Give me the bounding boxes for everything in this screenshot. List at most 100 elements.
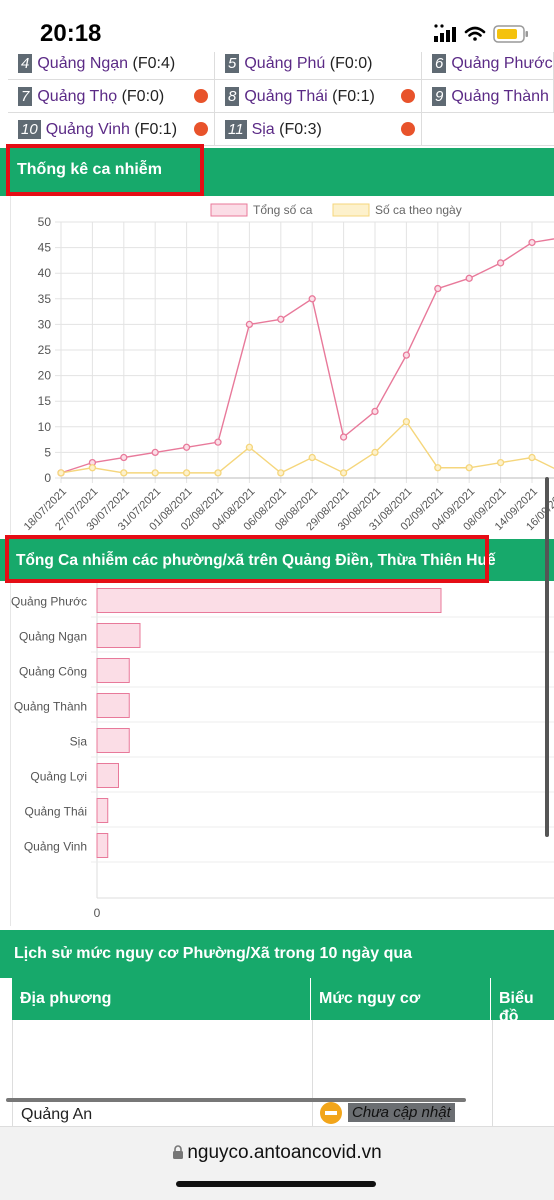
legend-label: Số ca theo ngày	[375, 203, 462, 217]
y-tick-label: 30	[38, 317, 52, 331]
ward-cell	[422, 113, 554, 146]
bar-category-label: Quảng Thái	[25, 805, 88, 819]
bar	[96, 623, 141, 648]
ward-cell[interactable]: 4 Quảng Ngạn (F0:4)	[8, 52, 215, 80]
ward-cell[interactable]: 10 Quảng Vinh (F0:1)	[8, 113, 215, 146]
address-bar[interactable]: nguyco.antoancovid.vn	[0, 1142, 554, 1164]
ward-code: (F0:4)	[132, 55, 176, 72]
data-point	[371, 448, 379, 457]
data-point	[339, 469, 348, 477]
ward-name-link[interactable]: Sịa	[251, 121, 275, 138]
data-point	[277, 315, 285, 323]
ward-cell[interactable]: 6 Quảng Phước	[422, 52, 554, 80]
y-tick-label: 45	[38, 241, 52, 255]
data-point	[496, 458, 505, 467]
ward-number: 5	[225, 54, 240, 73]
data-point	[434, 464, 442, 472]
bar-category-label: Quảng Vinh	[24, 840, 87, 854]
column-header-risk[interactable]: Mức nguy cơ	[311, 978, 491, 1020]
ward-row: 7 Quảng Thọ (F0:0) 8 Quảng Thái (F0:1) 9 Qu…	[8, 80, 554, 113]
bar	[96, 728, 130, 753]
legend-label: Tổng số ca	[253, 203, 313, 217]
data-point	[120, 469, 128, 477]
ward-number: 11	[225, 120, 247, 139]
minus-circle-icon	[320, 1102, 342, 1124]
bar-chart: Quảng Phước Quảng Ngạn Quảng Công Quảng Thà…	[11, 583, 554, 920]
data-point	[214, 438, 222, 446]
ward-row: 10 Quảng Vinh (F0:1) 11 Sịa (F0:3)	[8, 113, 554, 146]
bar	[96, 763, 119, 788]
ward-name-link[interactable]: Quảng Thọ	[37, 88, 118, 105]
x-tick-label: 0	[94, 906, 101, 920]
horizontal-scrollbar[interactable]	[6, 1098, 466, 1102]
ward-code: (F0:0)	[121, 88, 165, 105]
vertical-scrollbar[interactable]	[545, 477, 549, 837]
column-header-chart[interactable]: Biểu đồ	[499, 990, 534, 1025]
data-point	[308, 295, 316, 303]
ward-cell[interactable]: 11 Sịa (F0:3)	[215, 113, 422, 146]
section-title: Thống kê ca nhiễm	[17, 161, 162, 178]
bar-category-label: Quảng Ngạn	[19, 630, 87, 644]
legend-swatch	[332, 203, 370, 217]
bar-category-label: Quảng Thành	[14, 700, 87, 714]
y-tick-label: 50	[38, 215, 52, 229]
ward-number: 7	[18, 87, 33, 106]
ward-number: 8	[225, 87, 240, 106]
ward-code: (F0:1)	[134, 121, 178, 138]
y-tick-label: 10	[38, 420, 52, 434]
home-indicator[interactable]	[176, 1181, 376, 1187]
y-tick-label: 0	[44, 471, 51, 485]
ward-code: (F0:3)	[279, 121, 322, 138]
ward-number: 4	[18, 54, 33, 73]
ward-code: (F0:1)	[332, 88, 375, 105]
data-point	[496, 259, 505, 267]
bar	[96, 693, 130, 718]
ward-cell[interactable]: 7 Quảng Thọ (F0:0)	[8, 80, 215, 113]
bar	[96, 588, 442, 613]
data-point	[182, 443, 191, 451]
data-point	[57, 469, 65, 477]
data-point	[528, 238, 536, 247]
column-divider	[312, 1020, 313, 1126]
y-tick-label: 15	[38, 394, 52, 408]
ward-name-link[interactable]: Quảng Vinh	[45, 121, 130, 138]
bar	[96, 658, 130, 683]
data-point	[182, 469, 191, 477]
status-icons	[434, 24, 528, 43]
data-point	[402, 351, 411, 359]
lock-icon	[173, 1145, 184, 1159]
bar-chart-area: Quảng Phước Quảng Ngạn Quảng Công Quảng Thà…	[10, 583, 554, 926]
status-bar: 20:18	[0, 0, 554, 52]
data-point	[151, 469, 159, 477]
history-table-header: Địa phương Mức nguy cơ Biểu đồ	[12, 978, 554, 1025]
line-chart: 0510152025303540455018/07/202127/07/2021…	[22, 203, 554, 533]
data-point	[528, 453, 536, 462]
data-point	[120, 453, 128, 462]
column-header-place[interactable]: Địa phương	[12, 978, 311, 1020]
series-line	[60, 420, 554, 474]
wifi-icon	[464, 26, 486, 41]
data-point	[151, 448, 159, 457]
battery-icon	[493, 25, 528, 43]
column-divider	[492, 1020, 493, 1126]
chart-legend: Tổng số ca Số ca theo ngày	[210, 203, 462, 217]
section-title: Tổng Ca nhiễm các phường/xã trên Quảng Đ…	[16, 552, 496, 569]
data-point	[245, 320, 254, 329]
status-time: 20:18	[40, 20, 102, 47]
ward-cell[interactable]: 5 Quảng Phú (F0:0)	[215, 52, 422, 80]
ward-name-link[interactable]: Quảng Thái	[244, 88, 328, 105]
data-point	[308, 453, 316, 462]
bar-category-label: Quảng Công	[19, 665, 87, 679]
data-point	[434, 284, 442, 293]
y-tick-label: 35	[38, 292, 52, 306]
ward-name-link[interactable]: Quảng Phú	[244, 55, 326, 72]
ward-name-link[interactable]: Quảng Phước	[451, 55, 553, 72]
ward-name-link[interactable]: Quảng Ngạn	[37, 55, 129, 72]
ward-name-link[interactable]: Quảng Thành	[451, 88, 549, 105]
web-content[interactable]: 4 Quảng Ngạn (F0:4) 5 Quảng Phú (F0:0) 6 Qu…	[0, 52, 554, 1126]
data-point	[465, 464, 473, 472]
ward-cell[interactable]: 8 Quảng Thái (F0:1)	[215, 80, 422, 113]
data-point	[245, 443, 254, 451]
data-point	[402, 418, 411, 426]
